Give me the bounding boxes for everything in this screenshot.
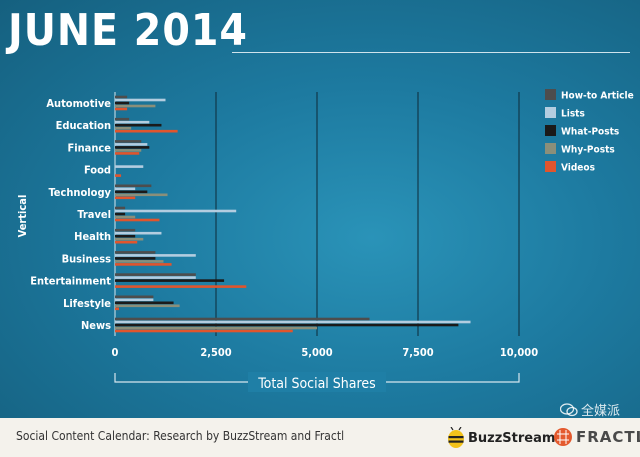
watermark: 全媒派	[560, 400, 620, 419]
bar-food-1	[115, 165, 144, 168]
bar-news-3	[115, 326, 317, 330]
bar-news-1	[115, 320, 471, 324]
legend-swatch	[545, 89, 556, 100]
bar-finance-1	[115, 143, 148, 146]
bee-icon	[448, 427, 464, 448]
bar-health-1	[115, 231, 162, 235]
x-tick-label: 10,000	[500, 346, 538, 359]
bar-automotive-4	[115, 107, 128, 111]
bar-business-2	[115, 257, 156, 260]
legend-label: How-to Article	[561, 91, 634, 102]
legend-swatch	[545, 143, 556, 154]
bar-entertainment-2	[115, 279, 225, 282]
bar-education-1	[115, 120, 150, 124]
bar-technology-1	[115, 187, 136, 191]
x-axis-label: Total Social Shares	[257, 376, 375, 392]
legend-label: Why-Posts	[561, 145, 615, 156]
bar-lifestyle-1	[115, 298, 154, 302]
bar-finance-2	[115, 146, 150, 149]
buzzstream-wordmark: BuzzStream	[468, 430, 556, 446]
bar-news-4	[115, 329, 293, 333]
legend-label: Lists	[561, 109, 585, 120]
footer-credit: Social Content Calendar: Research by Buz…	[16, 429, 345, 443]
category-label: Technology	[49, 186, 112, 199]
legend-swatch	[545, 125, 556, 136]
category-label: Automotive	[46, 97, 111, 110]
category-label: Travel	[77, 208, 111, 221]
bar-lifestyle-2	[115, 301, 174, 305]
bar-lifestyle-4	[115, 307, 120, 311]
legend-swatch	[545, 107, 556, 118]
fractl-logo: FRACTL	[553, 427, 640, 447]
bar-education-2	[115, 123, 162, 127]
bar-health-0	[115, 228, 136, 232]
bar-travel-2	[115, 212, 126, 216]
category-label: Health	[74, 230, 111, 243]
legend-label: What-Posts	[561, 127, 619, 138]
footer: Social Content Calendar: Research by Buz…	[0, 418, 640, 457]
bar-travel-0	[115, 206, 126, 210]
category-label: Lifestyle	[63, 297, 111, 310]
bar-news-0	[115, 317, 370, 321]
bar-education-3	[115, 126, 132, 130]
bar-technology-0	[115, 184, 152, 188]
bar-entertainment-1	[115, 276, 196, 279]
category-label: Entertainment	[30, 275, 111, 288]
bar-technology-4	[115, 196, 136, 200]
bar-education-4	[115, 129, 178, 133]
watermark-text: 全媒派	[581, 404, 621, 419]
bar-entertainment-4	[115, 285, 247, 288]
chat-bubble-icon	[560, 402, 578, 416]
y-axis-label: Vertical	[16, 195, 29, 238]
bar-travel-3	[115, 215, 136, 219]
bar-lifestyle-0	[115, 295, 154, 299]
bar-travel-1	[115, 209, 237, 213]
bar-health-4	[115, 240, 138, 244]
bar-automotive-2	[115, 101, 130, 105]
page-title: JUNE 2014	[8, 5, 248, 56]
bar-technology-3	[115, 193, 168, 197]
bar-news-2	[115, 323, 459, 327]
legend-label: Videos	[561, 163, 595, 174]
bar-business-1	[115, 254, 196, 257]
x-tick-label: 5,000	[301, 346, 332, 359]
bar-finance-3	[115, 149, 142, 152]
x-axis-label-bg	[248, 372, 386, 392]
bar-technology-2	[115, 190, 148, 194]
legend-swatch	[545, 161, 556, 172]
x-tick-label: 2,500	[200, 346, 231, 359]
bar-lifestyle-3	[115, 304, 180, 308]
bar-health-2	[115, 234, 136, 238]
title-divider	[232, 52, 630, 53]
category-label: Finance	[67, 141, 111, 154]
bar-chart: Automotive Education Finance Food Technology…	[16, 89, 634, 392]
bar-entertainment-0	[115, 273, 196, 276]
category-label: Business	[62, 252, 112, 265]
category-label: Education	[56, 119, 111, 132]
bar-education-0	[115, 117, 130, 121]
bar-business-3	[115, 260, 164, 263]
category-label: Food	[84, 164, 111, 177]
bar-business-4	[115, 263, 172, 266]
x-tick-label: 0	[112, 346, 119, 359]
bar-health-3	[115, 237, 144, 241]
bar-finance-0	[115, 140, 142, 143]
bar-food-4	[115, 174, 122, 177]
category-label: News	[81, 319, 111, 332]
fractl-wordmark: FRACTL	[576, 428, 640, 446]
bar-automotive-1	[115, 98, 166, 102]
buzzstream-logo: BuzzStream	[446, 426, 555, 450]
bar-automotive-0	[115, 95, 128, 99]
bar-automotive-3	[115, 104, 156, 108]
bar-finance-4	[115, 152, 140, 155]
fractl-grid-icon	[554, 428, 572, 446]
bar-travel-4	[115, 218, 160, 222]
x-tick-label: 7,500	[402, 346, 433, 359]
bar-business-0	[115, 251, 156, 254]
